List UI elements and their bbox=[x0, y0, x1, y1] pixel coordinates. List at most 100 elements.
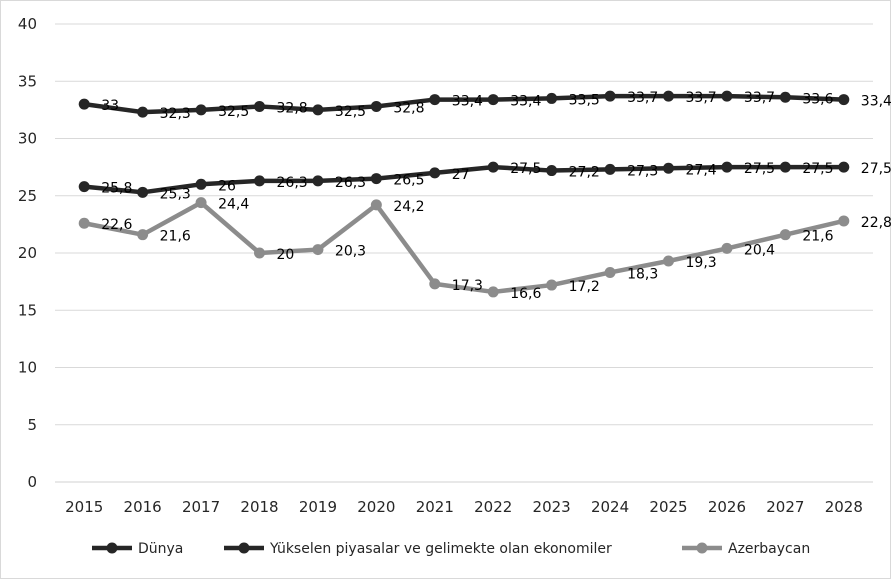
data-label: 27,5 bbox=[802, 161, 833, 177]
y-tick-label: 5 bbox=[27, 416, 37, 434]
x-tick-label: 2015 bbox=[65, 498, 103, 516]
x-tick-label: 2028 bbox=[825, 498, 863, 516]
data-label: 27 bbox=[452, 167, 470, 183]
data-point bbox=[79, 181, 90, 192]
y-axis-tick-labels: 0 5 10 15 20 25 30 35 40 bbox=[18, 15, 37, 491]
data-label: 22,8 bbox=[861, 215, 891, 231]
data-label: 16,6 bbox=[510, 286, 541, 302]
data-point bbox=[721, 91, 732, 102]
x-tick-label: 2023 bbox=[533, 498, 571, 516]
data-label: 20,4 bbox=[744, 242, 775, 258]
data-point bbox=[488, 286, 499, 297]
data-label: 27,4 bbox=[686, 162, 717, 178]
data-label: 33,7 bbox=[744, 90, 775, 106]
data-label: 27,2 bbox=[569, 165, 600, 181]
data-label: 32,5 bbox=[335, 104, 366, 120]
data-point bbox=[429, 167, 440, 178]
data-label: 32,5 bbox=[218, 104, 249, 120]
data-point bbox=[196, 197, 207, 208]
data-point bbox=[838, 215, 849, 226]
data-label: 25,3 bbox=[160, 186, 191, 202]
data-point bbox=[79, 99, 90, 110]
data-point bbox=[429, 94, 440, 105]
y-tick-label: 25 bbox=[18, 187, 37, 205]
data-label: 27,5 bbox=[510, 161, 541, 177]
data-label: 24,2 bbox=[393, 199, 424, 215]
data-point bbox=[546, 165, 557, 176]
data-label: 19,3 bbox=[686, 255, 717, 271]
x-tick-label: 2019 bbox=[299, 498, 337, 516]
data-point bbox=[780, 162, 791, 173]
data-label: 24,4 bbox=[218, 197, 249, 213]
data-label: 33,7 bbox=[627, 90, 658, 106]
data-label: 21,6 bbox=[160, 229, 191, 245]
data-point bbox=[254, 248, 265, 259]
data-point bbox=[137, 107, 148, 118]
data-label: 33,5 bbox=[569, 92, 600, 108]
data-label: 33 bbox=[101, 98, 119, 114]
data-label: 21,6 bbox=[802, 229, 833, 245]
data-point bbox=[780, 229, 791, 240]
y-tick-label: 0 bbox=[27, 473, 37, 491]
data-point bbox=[605, 164, 616, 175]
data-point bbox=[546, 93, 557, 104]
y-tick-label: 30 bbox=[18, 130, 37, 148]
data-label: 33,4 bbox=[510, 94, 541, 110]
data-point bbox=[605, 267, 616, 278]
data-point bbox=[663, 91, 674, 102]
data-label: 26,3 bbox=[335, 175, 366, 191]
data-label: 33,6 bbox=[802, 91, 833, 107]
x-tick-label: 2017 bbox=[182, 498, 220, 516]
data-label: 27,5 bbox=[744, 161, 775, 177]
data-point bbox=[79, 218, 90, 229]
data-point bbox=[721, 243, 732, 254]
legend-swatch-marker bbox=[107, 543, 118, 554]
x-tick-label: 2018 bbox=[240, 498, 278, 516]
legend-swatch-marker bbox=[697, 543, 708, 554]
data-point bbox=[312, 244, 323, 255]
legend: Dünya Yükselen piyasalar ve gelimekte ola… bbox=[92, 541, 810, 557]
x-tick-label: 2022 bbox=[474, 498, 512, 516]
data-point bbox=[371, 101, 382, 112]
x-tick-label: 2024 bbox=[591, 498, 629, 516]
data-point bbox=[663, 256, 674, 267]
data-point bbox=[254, 175, 265, 186]
data-label: 33,7 bbox=[686, 90, 717, 106]
y-tick-label: 10 bbox=[18, 359, 37, 377]
data-label: 33,4 bbox=[861, 94, 891, 110]
data-label: 32,8 bbox=[277, 100, 308, 116]
data-label: 27,3 bbox=[627, 163, 658, 179]
data-point bbox=[429, 278, 440, 289]
legend-label: Yükselen piyasalar ve gelimekte olan eko… bbox=[269, 541, 612, 557]
data-point bbox=[254, 101, 265, 112]
data-point bbox=[196, 179, 207, 190]
data-point bbox=[488, 162, 499, 173]
data-point bbox=[546, 280, 557, 291]
legend-label: Dünya bbox=[138, 541, 183, 557]
data-label: 22,6 bbox=[101, 217, 132, 233]
series-lines bbox=[79, 91, 850, 298]
data-point bbox=[838, 94, 849, 105]
data-point bbox=[663, 163, 674, 174]
data-label: 20 bbox=[277, 247, 295, 263]
data-point bbox=[371, 199, 382, 210]
data-point bbox=[196, 104, 207, 115]
y-tick-label: 40 bbox=[18, 15, 37, 33]
x-tick-label: 2025 bbox=[649, 498, 687, 516]
x-tick-label: 2021 bbox=[416, 498, 454, 516]
data-point bbox=[605, 91, 616, 102]
legend-label: Azerbaycan bbox=[728, 541, 810, 557]
x-tick-label: 2026 bbox=[708, 498, 746, 516]
data-point bbox=[312, 104, 323, 115]
data-point bbox=[137, 187, 148, 198]
data-point bbox=[780, 92, 791, 103]
y-tick-label: 35 bbox=[18, 72, 37, 90]
data-label: 32,3 bbox=[160, 106, 191, 122]
data-label: 20,3 bbox=[335, 244, 366, 260]
x-tick-label: 2027 bbox=[766, 498, 804, 516]
data-point bbox=[312, 175, 323, 186]
data-label: 18,3 bbox=[627, 266, 658, 282]
x-tick-label: 2016 bbox=[124, 498, 162, 516]
y-tick-label: 15 bbox=[18, 301, 37, 319]
